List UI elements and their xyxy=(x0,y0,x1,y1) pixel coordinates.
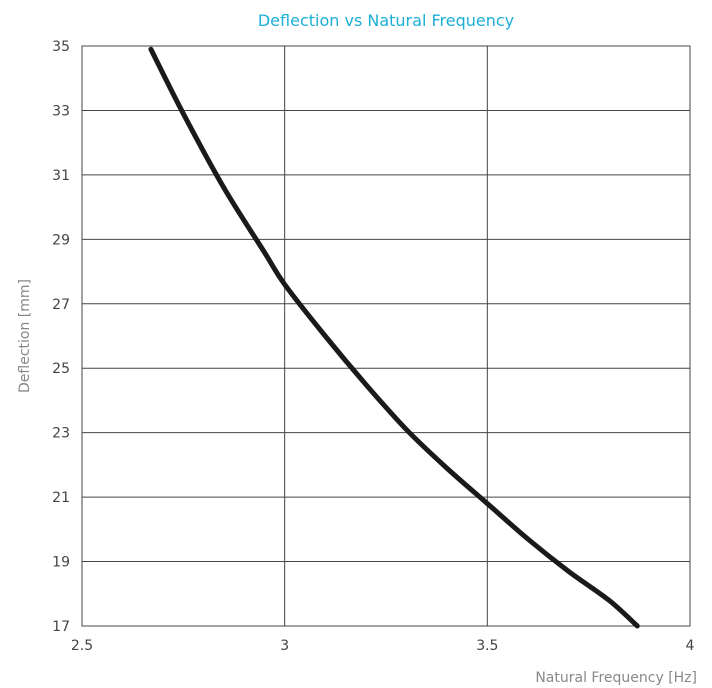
y-tick-label: 25 xyxy=(52,361,70,377)
x-axis-ticks: 2.5 3 3.5 4 xyxy=(71,638,695,654)
plot-frame xyxy=(81,45,691,627)
y-tick-label: 23 xyxy=(52,426,70,442)
y-tick-label: 29 xyxy=(52,232,70,248)
x-tick-label: 4 xyxy=(686,638,695,654)
chart-title: Deflection vs Natural Frequency xyxy=(258,11,514,30)
grid xyxy=(81,45,691,627)
y-tick-label: 21 xyxy=(52,490,70,506)
y-tick-label: 31 xyxy=(52,168,70,184)
series-line xyxy=(148,46,640,629)
x-tick-label: 3 xyxy=(280,638,289,654)
x-tick-label: 3.5 xyxy=(476,638,498,654)
y-axis-label: Deflection [mm] xyxy=(17,279,33,393)
x-axis-label: Natural Frequency [Hz] xyxy=(535,670,697,686)
y-tick-label: 27 xyxy=(52,297,70,313)
series-layer xyxy=(148,46,640,629)
y-tick-label: 19 xyxy=(52,555,70,571)
y-tick-label: 17 xyxy=(52,619,70,635)
x-tick-label: 2.5 xyxy=(71,638,93,654)
y-tick-label: 33 xyxy=(52,103,70,119)
y-axis-ticks: 17 19 21 23 25 27 29 31 33 35 xyxy=(52,39,70,635)
y-tick-label: 35 xyxy=(52,39,70,55)
